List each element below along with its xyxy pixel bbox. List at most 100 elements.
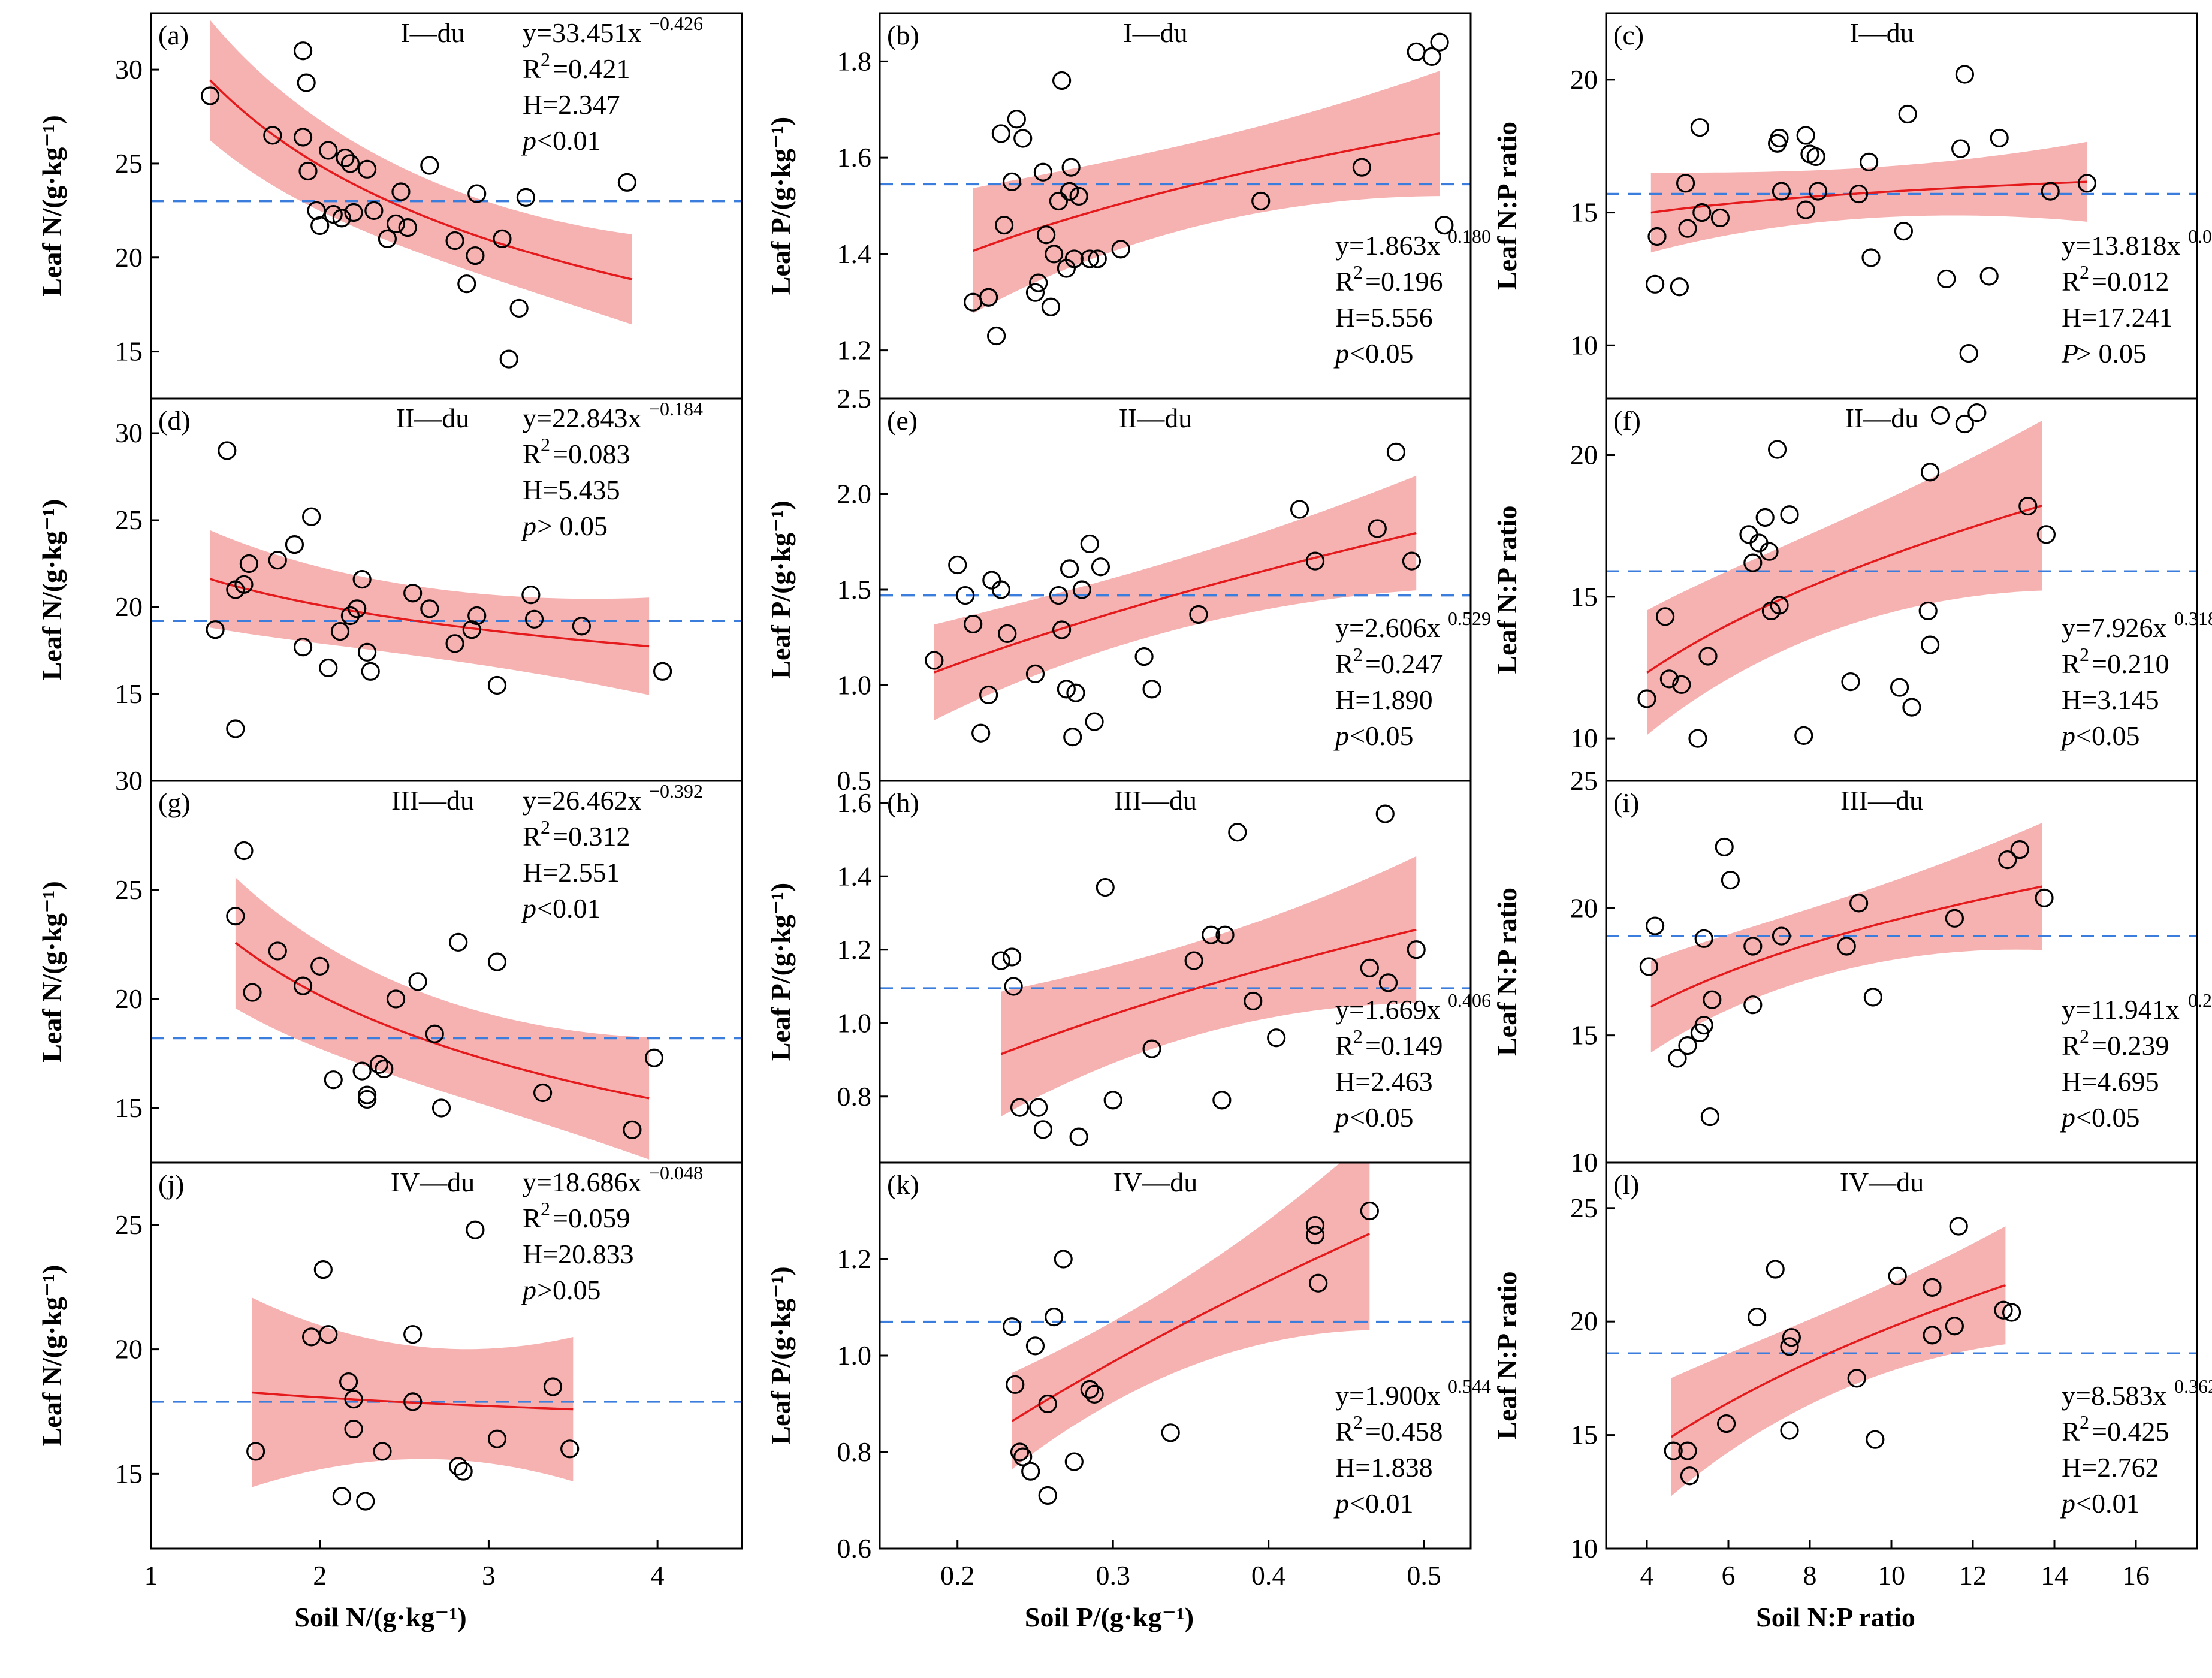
y-tick-label: 20 [1570,1306,1598,1336]
y-tick-label: 30 [115,418,143,448]
panel-letter: (i) [1613,787,1639,818]
data-point [1025,1336,1045,1356]
fit-curve [1646,505,2043,674]
stat-r2-label: R [1335,648,1354,679]
panel-group-tag: II—du [396,403,470,433]
x-axis-col-0: 1 2 3 4 Soil N/(g·kg⁻¹) [144,1540,665,1632]
data-point [1069,186,1088,206]
data-point [1676,174,1695,193]
data-point [1407,940,1426,959]
data-point [1088,249,1107,268]
x-tick-label: 1 [144,1560,158,1591]
stat-equation: y=22.843x [523,403,641,433]
y-tick-label: 20 [115,242,143,273]
data-point [1360,958,1379,977]
data-point [1386,442,1406,461]
data-point [521,586,541,605]
y-tick-label: 15 [1570,1020,1598,1051]
y-axis-title: Leaf P/(g·kg⁻¹) [765,500,796,678]
stat-p-symbol: p [2060,1102,2075,1133]
data-point [1025,664,1045,683]
data-point [420,156,439,175]
data-point [1091,557,1110,577]
data-point [2077,174,2096,193]
x-tick-label: 0.3 [1096,1560,1130,1591]
x-axis-col-2: 4 6 8 10 12 14 16 Soil N:P ratio [1640,1540,2150,1632]
data-point [1690,118,1709,137]
fit-curve [1650,180,2087,214]
y-axis-title: Leaf N:P ratio [1492,505,1522,674]
stat-r2-value: =0.247 [1365,648,1443,679]
stat-equation: y=1.900x [1335,1380,1440,1411]
stat-p-symbol: p [1333,720,1349,751]
panel-k: 0.6 0.8 1.0 1.2 Leaf P/(g·kg⁻¹) (k) IV—du y=1.9… [765,1161,1491,1564]
y-tick-label: 10 [1570,1147,1598,1178]
stat-r2-sup: 2 [1353,1411,1363,1433]
data-point [1921,463,1940,482]
data-point [263,126,282,145]
y-tick-label: 15 [1570,197,1598,228]
data-point [1849,894,1869,913]
data-point [1782,1328,1801,1347]
data-point [1049,586,1068,605]
data-point [268,551,287,570]
data-point [1378,973,1398,992]
data-point [1955,414,1974,434]
data-point [1060,182,1079,201]
stat-h: H=3.145 [2062,684,2159,715]
stat-equation: y=13.818x [2062,230,2180,261]
confidence-band [235,877,650,1160]
stat-p-value: <0.01 [1350,1488,1413,1519]
data-point [1006,1375,1025,1394]
data-point [1305,1216,1325,1235]
stat-r2-label: R [1335,1416,1354,1447]
stat-p-value: <0.05 [2076,720,2139,751]
data-point [1060,559,1079,578]
data-point [533,1083,553,1103]
stat-p-symbol: p [1333,338,1349,369]
data-point [653,662,672,681]
stat-h: H=5.556 [1335,302,1433,333]
data-point [332,209,351,228]
data-point [1375,804,1395,823]
stat-equation: y=11.941x [2062,994,2180,1025]
data-point [1029,273,1048,292]
data-point [293,638,313,657]
y-tick-label: 20 [1570,440,1598,470]
data-point [445,634,464,653]
data-point [298,161,318,181]
data-point [524,609,544,629]
data-point [1743,937,1763,956]
data-point [466,246,485,265]
stat-r2-label: R [2062,1030,2080,1061]
data-point [1847,1369,1866,1388]
y-tick-label: 15 [115,1092,143,1123]
y-tick-label: 25 [115,148,143,179]
data-point [2018,496,2038,516]
stat-h: H=2.762 [2062,1452,2159,1483]
data-point [297,73,316,92]
x-axis-title: Soil N:P ratio [1756,1602,1915,1632]
data-point [1890,678,1909,697]
data-point [336,148,355,168]
data-point [234,575,254,594]
fit-curve [1670,1284,2006,1438]
stat-p-value: >0.05 [537,1275,600,1305]
data-point [1898,104,1917,124]
confidence-band [1012,1163,1370,1469]
fit-curve [234,941,650,1100]
data-point [1244,991,1263,1011]
panel-group-tag: I—du [400,17,464,48]
data-point [1202,925,1221,944]
data-point [339,1372,358,1392]
y-tick-label: 0.8 [837,1436,872,1467]
y-tick-label: 0.5 [837,765,872,796]
data-point [1945,1317,1964,1336]
data-point [408,972,427,991]
stat-p-symbol: P [2061,338,2078,369]
data-point [378,229,397,248]
data-point [226,719,245,738]
data-point [1002,172,1022,191]
data-point [1080,1380,1099,1399]
y-tick-label: 15 [1570,1420,1598,1450]
